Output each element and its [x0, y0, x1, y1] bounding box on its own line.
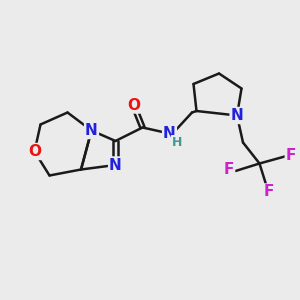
- Text: N: N: [85, 123, 98, 138]
- Text: N: N: [163, 126, 176, 141]
- Text: F: F: [286, 148, 296, 164]
- Text: H: H: [172, 136, 182, 149]
- Text: N: N: [231, 108, 243, 123]
- Text: N: N: [109, 158, 122, 172]
- Text: F: F: [224, 162, 234, 177]
- Text: F: F: [263, 184, 274, 200]
- Text: O: O: [127, 98, 140, 112]
- Text: O: O: [28, 144, 41, 159]
